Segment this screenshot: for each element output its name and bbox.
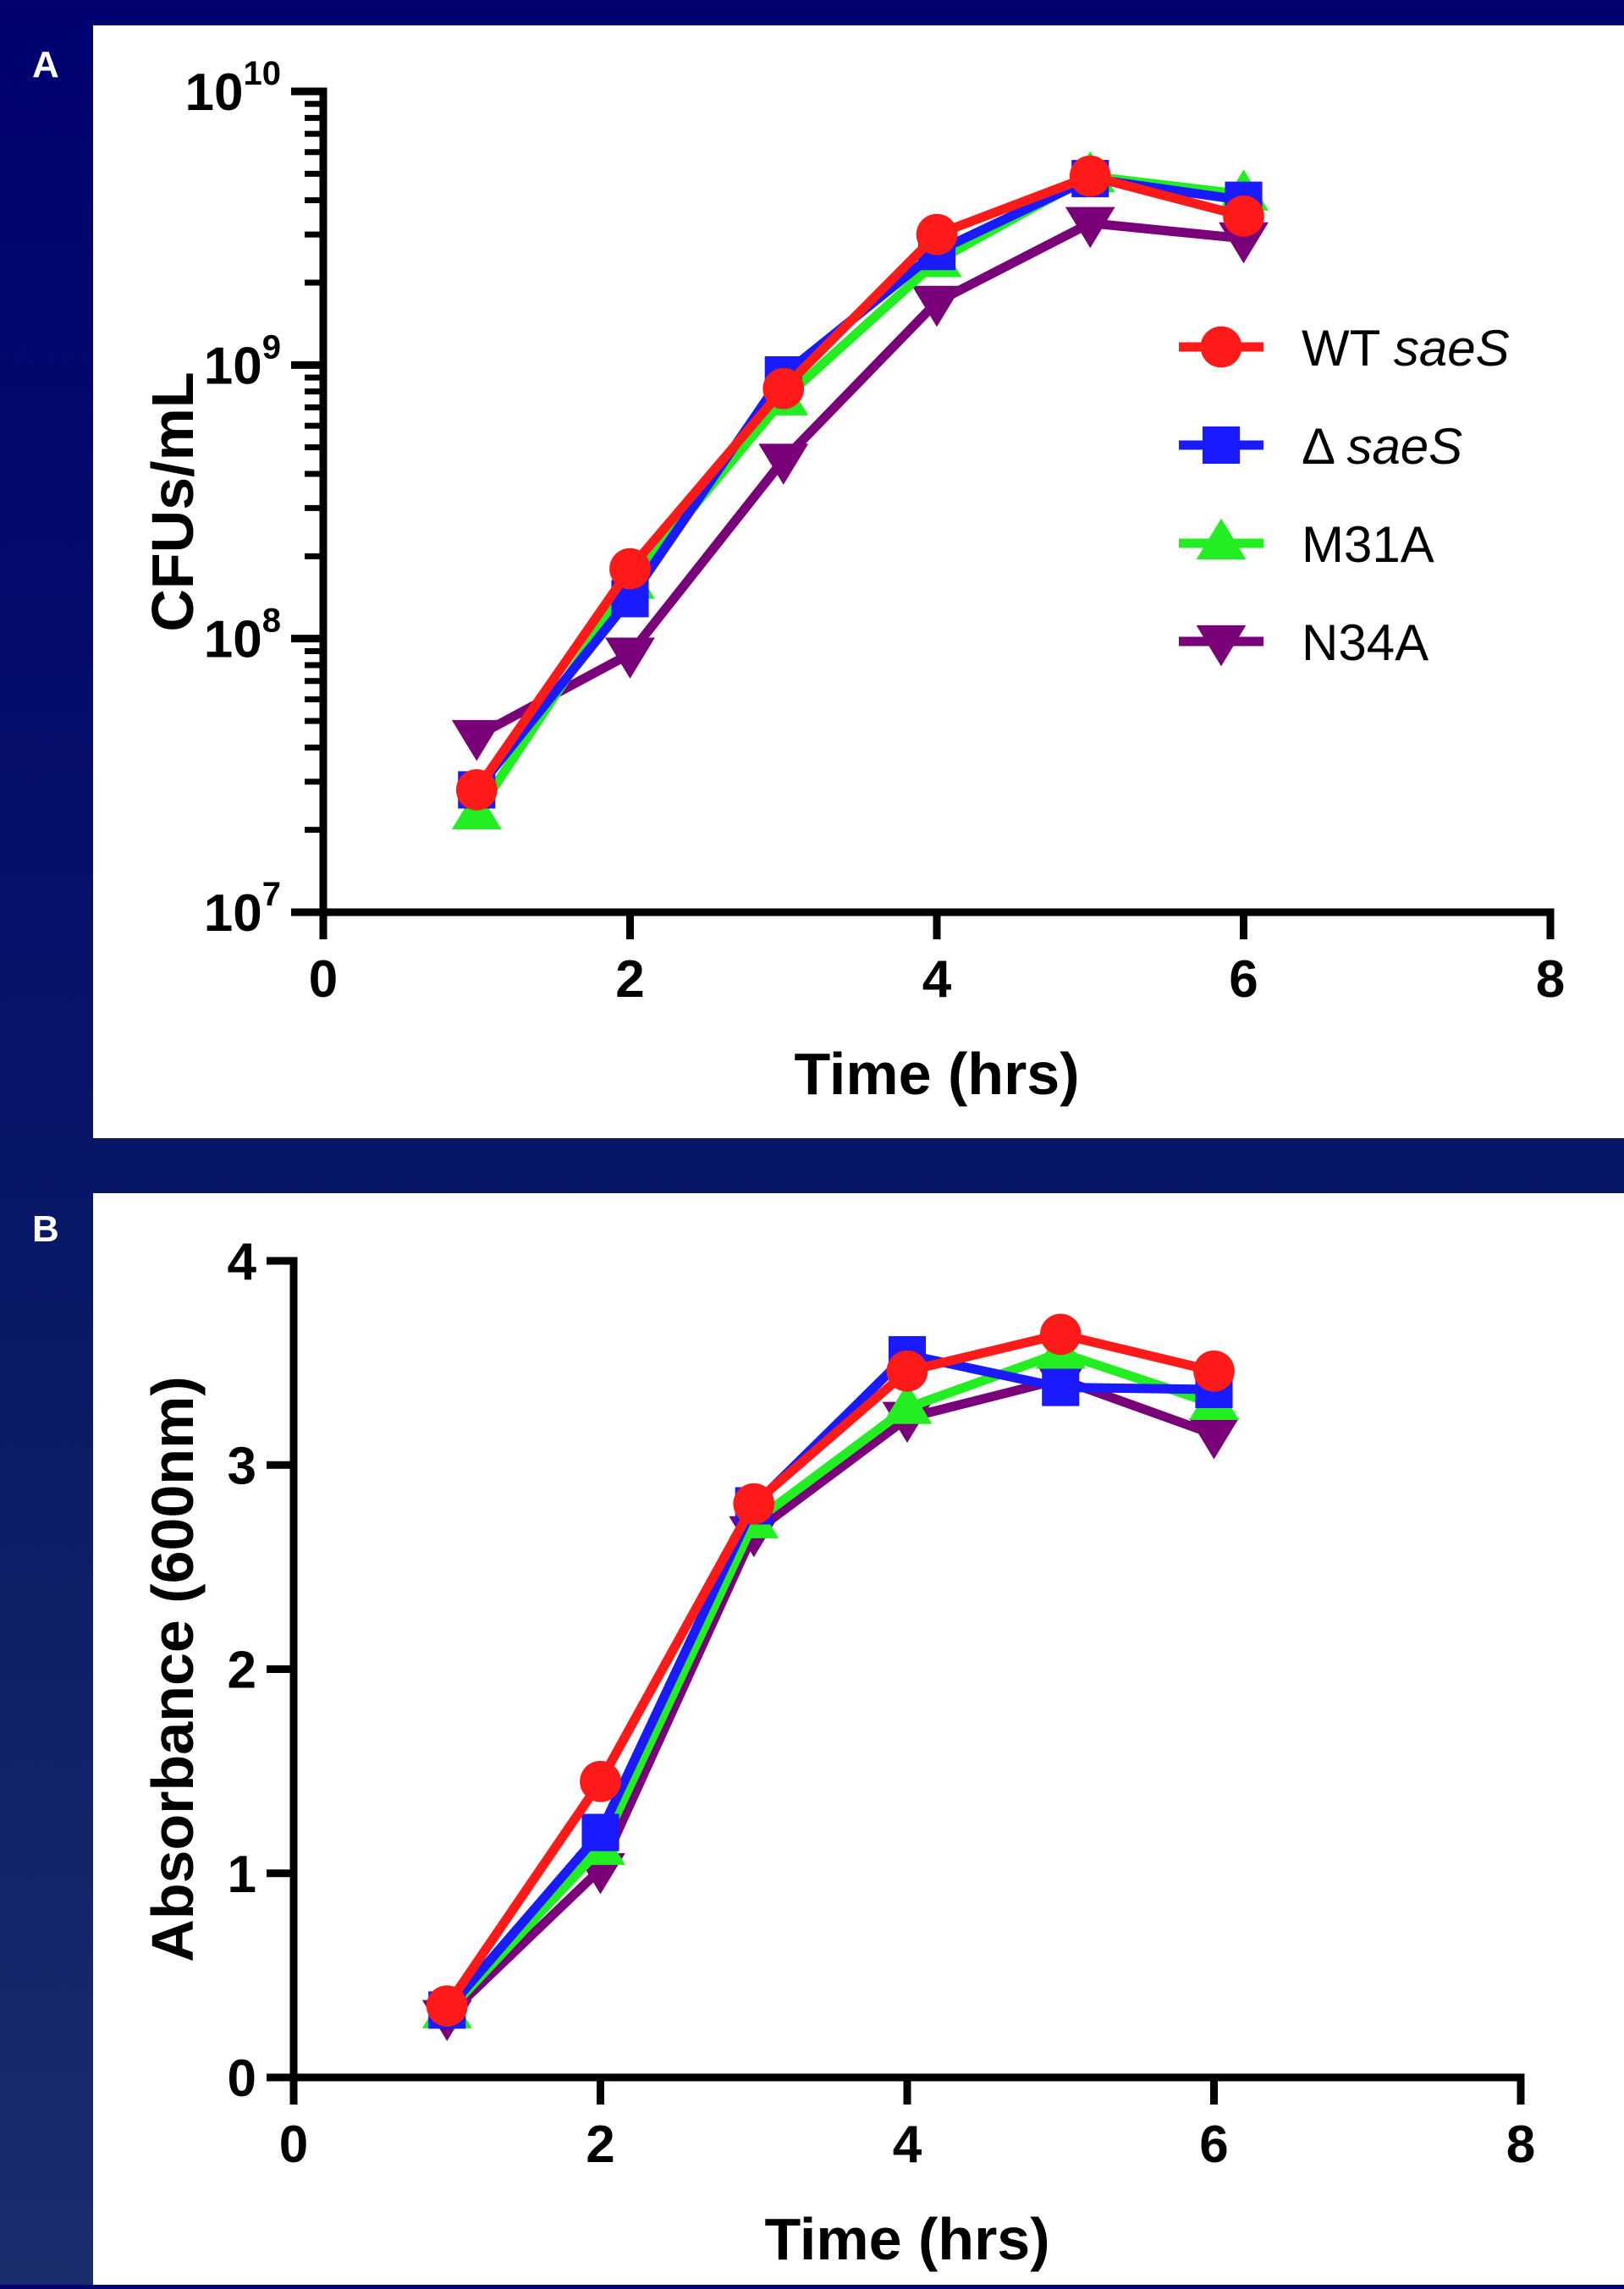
series-line-n34a (443, 1374, 1216, 2020)
legend-label: Δ saeS (1302, 418, 1462, 475)
x-tick-label-6: 6 (1199, 2116, 1228, 2174)
legend-item-m31a: M31A (1179, 516, 1434, 573)
series-line-n34a (474, 218, 1245, 740)
x-tick-label-8: 8 (1536, 950, 1565, 1009)
data-point-n34a-1 (451, 719, 502, 762)
legend-marker (1202, 426, 1241, 465)
data-point-wt-saes-5 (1069, 155, 1111, 197)
series-line-wt-saes (443, 1329, 1215, 2009)
x-tick-label-6: 6 (1229, 950, 1258, 1009)
chart-panel-b: 0 2 4 6 8 0 1 2 3 4 Time (hrs) Absorbance (600nm) (93, 1193, 1624, 2285)
y-tick-label: 107 (204, 876, 281, 943)
data-point-n34a-3 (758, 443, 809, 485)
x-tick-label-0: 0 (279, 2116, 308, 2174)
data-point-wt-saes-1 (426, 1985, 468, 2027)
y-tick-label-4: 4 (228, 1233, 257, 1291)
chart-b: 0 2 4 6 8 0 1 2 3 4 Time (hrs) Absorbance (600nm) (140, 1233, 1535, 2272)
series-line-wt-saes (472, 171, 1245, 793)
panel-label-b: B (32, 1208, 59, 1250)
x-axis-label: Time (hrs) (764, 2206, 1049, 2272)
series-line-m31a (472, 171, 1245, 817)
y-tick-label-3: 3 (228, 1437, 256, 1495)
x-tick-label-4: 4 (893, 2116, 922, 2174)
data-point-n34a-5 (1065, 206, 1115, 249)
data-point-wt-saes-2 (580, 1760, 621, 1802)
series-line-saes (472, 173, 1245, 793)
series-line-m31a (443, 1348, 1216, 2016)
data-point-wt-saes-6 (1223, 195, 1264, 237)
legend-label: WT saeS (1302, 320, 1510, 377)
x-tick-label-0: 0 (309, 950, 338, 1009)
chart-a: 0 2 4 6 8 107 108 109 1010 Time (hrs) CFUs/mL WT sa… (140, 55, 1565, 1107)
data-point-wt-saes-4 (916, 213, 958, 256)
x-tick-label-8: 8 (1506, 2116, 1535, 2174)
data-point-wt-saes-5 (1039, 1313, 1082, 1356)
y-axis-label: Absorbance (600nm) (140, 1376, 206, 1962)
legend-marker (1196, 518, 1247, 560)
data-point-wt-saes-3 (733, 1483, 775, 1525)
y-tick-label: 108 (204, 603, 281, 669)
legend-label: N34A (1302, 614, 1429, 671)
chart-panel-a: 0 2 4 6 8 107 108 109 1010 Time (hrs) CFUs/mL WT sa… (93, 25, 1624, 1138)
y-tick-label-0: 0 (228, 2050, 256, 2108)
legend-item-wt-saes: WT saeS (1179, 320, 1510, 377)
series-line-saes (443, 1350, 1214, 2013)
data-point-saes-2 (581, 1813, 619, 1852)
legend-item-saes: Δ saeS (1179, 418, 1462, 475)
data-point-n34a-4 (911, 285, 962, 327)
data-point-wt-saes-4 (886, 1350, 928, 1392)
x-tick-label-4: 4 (922, 950, 952, 1009)
data-point-m31a-4 (882, 1383, 933, 1424)
x-tick-label-2: 2 (586, 2116, 614, 2174)
data-point-saes-5 (1042, 1368, 1080, 1406)
series-saes (458, 160, 1263, 809)
legend-item-n34a: N34A (1179, 614, 1429, 671)
series-m31a (451, 151, 1269, 830)
series-wt-saes (426, 1313, 1235, 2027)
y-tick-label: 109 (204, 328, 281, 395)
series-n34a (451, 206, 1269, 762)
data-point-n34a-2 (605, 637, 655, 680)
y-tick-label-1: 1 (228, 1846, 256, 1904)
series-wt-saes (455, 155, 1264, 811)
legend-label: M31A (1302, 516, 1434, 573)
y-tick-label: 1010 (185, 55, 281, 122)
data-point-wt-saes-1 (455, 769, 498, 811)
legend-marker (1200, 326, 1242, 368)
data-point-wt-saes-2 (609, 547, 651, 590)
legend-marker (1196, 625, 1247, 667)
y-tick-label-2: 2 (228, 1642, 256, 1700)
data-point-wt-saes-3 (762, 367, 805, 410)
panel-label-a: A (32, 44, 59, 85)
x-axis-label: Time (hrs) (794, 1041, 1079, 1107)
data-point-n34a-6 (1189, 1417, 1239, 1460)
y-axis-label: CFUs/mL (140, 371, 206, 631)
x-tick-label-2: 2 (615, 950, 644, 1009)
data-point-wt-saes-6 (1193, 1350, 1235, 1392)
